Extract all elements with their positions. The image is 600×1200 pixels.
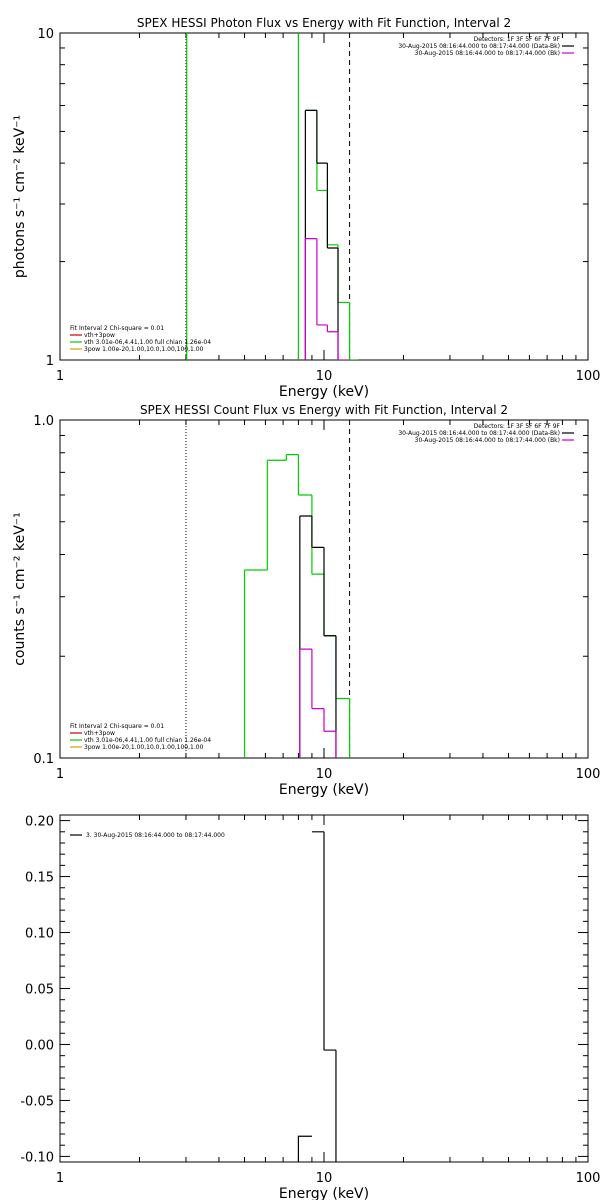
- series-1: [299, 515, 351, 758]
- legend-entry: 30-Aug-2015 08:16:44.000 to 08:17:44.000…: [398, 43, 560, 50]
- y-tick-label: -0.05: [20, 1094, 54, 1109]
- y-tick-label: 0.00: [25, 1038, 54, 1053]
- legend-entry: vth 3.01e-06,4.41,1.00 full chian 1.26e-…: [84, 737, 211, 744]
- series-step-line: [299, 648, 351, 758]
- legend-entry: vth+3pow: [84, 730, 115, 737]
- y-tick-label: -0.10: [20, 1150, 54, 1165]
- y-tick-label: 1: [46, 354, 54, 369]
- x-tick-label: 100: [576, 369, 600, 384]
- legend-entry: 3pow 1.00e-20,1.00,10.0,1.00,100,1.00: [84, 744, 204, 751]
- y-axis-label: counts s⁻¹ cm⁻² keV⁻¹: [12, 512, 28, 666]
- legend-entry: Fit Interval 2 Chi-square = 0.01: [70, 325, 164, 332]
- x-tick-label: 100: [576, 1171, 600, 1186]
- series-2: [304, 238, 350, 360]
- y-tick-label: 0.15: [25, 871, 54, 886]
- legend-entry: Detectors: 1F 3F 5F 6F 7F 9F: [474, 423, 561, 430]
- plot-frame-0: [59, 32, 589, 361]
- y-tick-label: 10: [37, 27, 54, 42]
- x-tick-label: 10: [316, 767, 333, 782]
- x-tick-label: 1: [56, 369, 64, 384]
- y-tick-label: 0.20: [25, 815, 54, 830]
- legend-entry: Detectors: 1F 3F 5F 6F 7F 9F: [474, 36, 561, 43]
- series-step-line: [304, 238, 350, 360]
- series-step-line: [299, 515, 351, 758]
- legend-entry: 30-Aug-2015 08:16:44.000 to 08:17:44.000…: [415, 50, 560, 57]
- series-0: [186, 33, 359, 360]
- y-tick-label: 0.05: [25, 983, 54, 998]
- y-tick-label: 1.0: [33, 414, 54, 429]
- y-tick-label: 0.10: [25, 927, 54, 942]
- x-tick-label: 10: [316, 1171, 333, 1186]
- series-2: [299, 648, 351, 758]
- y-axis-label: photons s⁻¹ cm⁻² keV⁻¹: [12, 115, 28, 278]
- series-step-line: [186, 33, 359, 360]
- legend-entry: 30-Aug-2015 08:16:44.000 to 08:17:44.000…: [398, 430, 560, 437]
- chart-title: SPEX HESSI Photon Flux vs Energy with Fi…: [137, 16, 511, 30]
- legend-entry: 3. 30-Aug-2015 08:16:44.000 to 08:17:44.…: [86, 832, 225, 839]
- chart-title: SPEX HESSI Count Flux vs Energy with Fit…: [140, 403, 508, 417]
- series-step-line: [221, 454, 360, 758]
- series-1: [304, 109, 351, 360]
- x-axis-label: Energy (keV): [279, 384, 369, 400]
- x-axis-label: Energy (keV): [279, 782, 369, 798]
- legend-entry: Fit Interval 2 Chi-square = 0.01: [70, 723, 164, 730]
- series-step-line: [304, 109, 351, 360]
- legend-entry: 3pow 1.00e-20,1.00,10.0,1.00,100,1.00: [84, 346, 204, 353]
- x-axis-label: Energy (keV): [279, 1186, 369, 1200]
- series-0: [221, 454, 360, 758]
- x-tick-label: 1: [56, 1171, 64, 1186]
- series-step-line: [297, 831, 337, 1162]
- x-tick-label: 10: [316, 369, 333, 384]
- y-tick-label: 0.1: [33, 752, 54, 767]
- series-0: [297, 831, 337, 1162]
- x-tick-label: 100: [576, 767, 600, 782]
- legend-entry: 30-Aug-2015 08:16:44.000 to 08:17:44.000…: [415, 437, 560, 444]
- legend-entry: vth 3.01e-06,4.41,1.00 full chian 1.26e-…: [84, 339, 211, 346]
- x-tick-label: 1: [56, 767, 64, 782]
- legend-entry: vth+3pow: [84, 332, 115, 339]
